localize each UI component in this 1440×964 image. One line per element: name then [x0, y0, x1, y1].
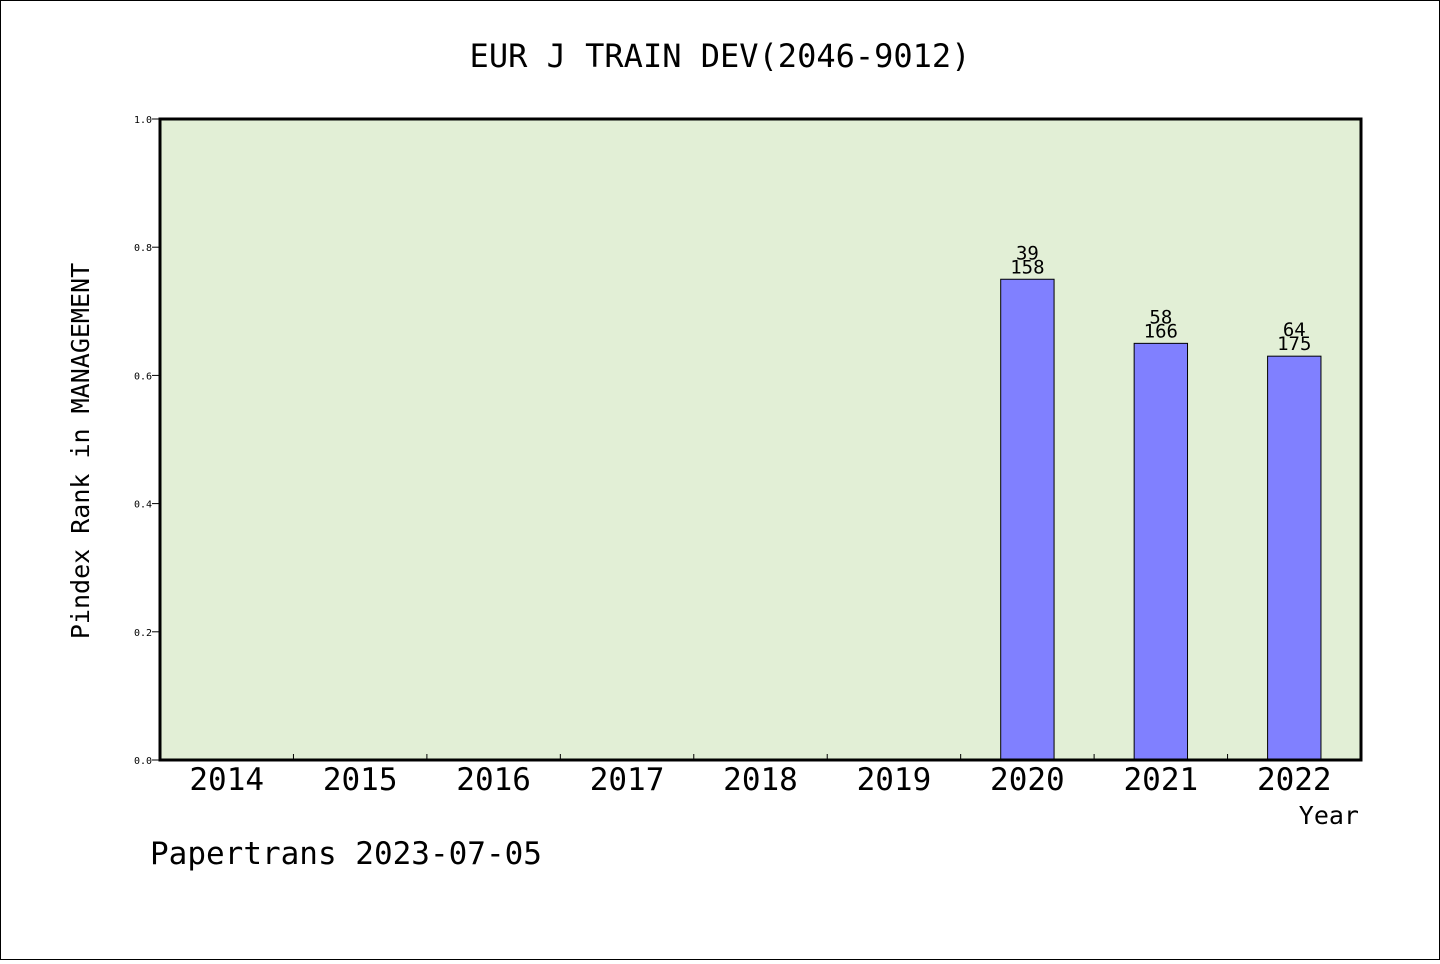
bar-label-bottom: 166 [1144, 320, 1178, 342]
y-tick-label: 0.6 [134, 371, 152, 382]
x-tick-label: 2021 [1124, 762, 1199, 798]
x-axis-label: Year [1299, 801, 1359, 830]
x-tick-label: 2020 [990, 762, 1065, 798]
bar-label-top: 64 [1283, 319, 1306, 341]
footer-text: Papertrans 2023-07-05 [150, 836, 542, 872]
x-tick-label: 2022 [1257, 762, 1332, 798]
y-tick-label: 0.8 [134, 243, 152, 254]
x-tick-label: 2017 [590, 762, 665, 798]
chart-title: EUR J TRAIN DEV(2046-9012) [470, 37, 971, 75]
x-tick-label: 2014 [189, 762, 264, 798]
x-tick-label: 2015 [323, 762, 398, 798]
y-tick-label: 1.0 [134, 115, 152, 126]
bar-label-top: 39 [1016, 242, 1039, 264]
x-tick-label: 2018 [723, 762, 798, 798]
x-tick-label: 2019 [857, 762, 932, 798]
y-tick-label: 0.2 [134, 628, 152, 639]
x-tick-label: 2016 [456, 762, 531, 798]
bar-label-bottom: 175 [1277, 333, 1311, 355]
bar-2022 [1267, 355, 1322, 761]
y-tick-label: 0.4 [134, 500, 152, 511]
y-tick-label: 0.0 [134, 756, 152, 767]
bar-label-bottom: 158 [1010, 256, 1044, 278]
x-ticks-group: 2014 2015 2016 2017 2018 2019 2020 2021 2022 [189, 754, 1332, 798]
bar-2021 [1133, 342, 1189, 761]
bar-label-top: 58 [1149, 306, 1172, 328]
bars-group [1000, 278, 1322, 761]
bar-2020 [1000, 278, 1055, 761]
y-axis-label: Pindex Rank in MANAGEMENT [66, 263, 95, 639]
y-ticks-group: 0.0 0.2 0.4 0.6 0.8 1.0 [134, 115, 160, 767]
plot-border [158, 117, 1363, 762]
